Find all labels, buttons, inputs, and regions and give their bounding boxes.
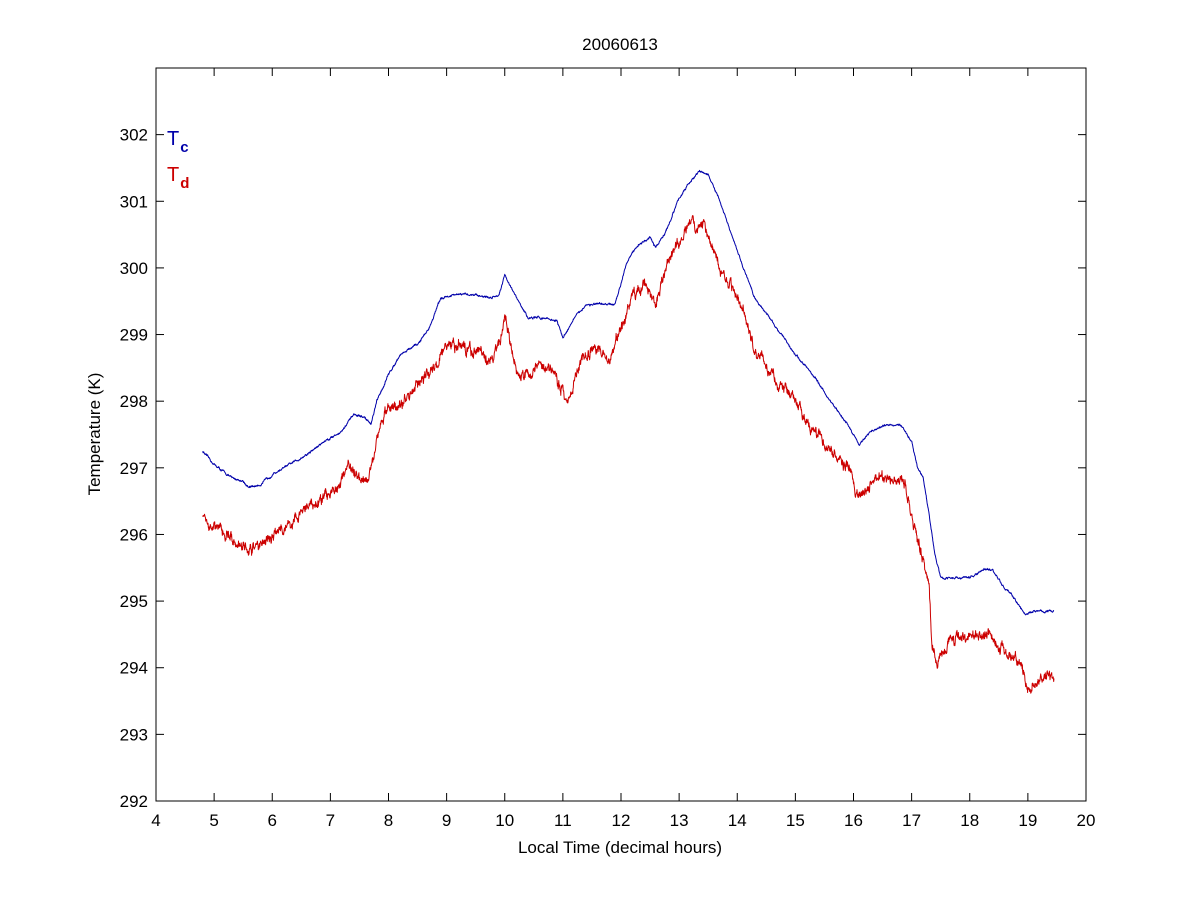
x-tick-label: 6: [268, 811, 277, 830]
x-tick-label: 9: [442, 811, 451, 830]
y-tick-label: 296: [120, 525, 148, 544]
x-axis-label: Local Time (decimal hours): [518, 838, 722, 857]
y-tick-label: 299: [120, 326, 148, 345]
legend-entry-symbol: T: [167, 164, 179, 186]
y-tick-label: 293: [120, 725, 148, 744]
x-tick-label: 11: [554, 811, 572, 830]
y-tick-label: 302: [120, 126, 148, 145]
x-tick-label: 13: [670, 811, 689, 830]
x-tick-label: 16: [844, 811, 863, 830]
y-tick-label: 301: [120, 192, 148, 211]
x-tick-label: 18: [960, 811, 979, 830]
y-axis-label: Temperature (K): [85, 373, 104, 496]
chart-title: 20060613: [582, 35, 658, 54]
y-tick-label: 295: [120, 592, 148, 611]
legend-entry-subscript: d: [180, 175, 189, 192]
x-tick-label: 20: [1077, 811, 1096, 830]
x-tick-label: 15: [786, 811, 805, 830]
x-tick-label: 10: [495, 811, 514, 830]
y-tick-label: 297: [120, 459, 148, 478]
x-tick-label: 17: [902, 811, 921, 830]
legend-entry-subscript: c: [180, 139, 188, 156]
x-tick-label: 14: [728, 811, 747, 830]
x-tick-label: 4: [151, 811, 160, 830]
legend-entry-symbol: T: [167, 128, 179, 150]
x-tick-label: 12: [612, 811, 631, 830]
x-tick-label: 7: [326, 811, 335, 830]
y-tick-label: 298: [120, 392, 148, 411]
y-tick-label: 292: [120, 792, 148, 811]
y-tick-label: 294: [120, 659, 148, 678]
y-tick-label: 300: [120, 259, 148, 278]
x-tick-label: 5: [209, 811, 218, 830]
x-tick-label: 8: [384, 811, 393, 830]
x-tick-label: 19: [1018, 811, 1037, 830]
